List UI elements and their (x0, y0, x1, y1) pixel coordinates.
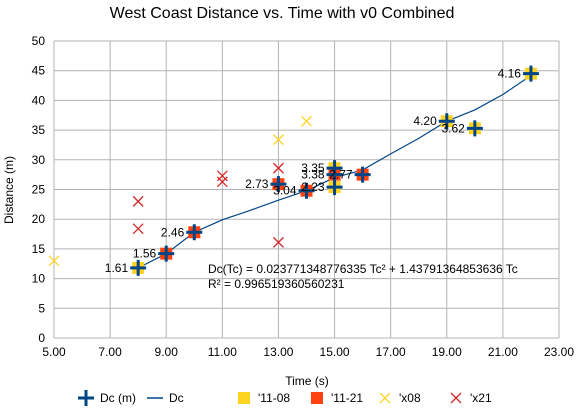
x-tick-label: 23.00 (544, 345, 574, 359)
y-tick-label: 30 (32, 153, 46, 167)
point-label: 4.20 (413, 114, 437, 128)
point-label: 1.61 (105, 261, 129, 275)
tick-labels: 0 5 10 15 20 25 30 35 40 45 50 5.00 7.00 9.00 11.00 13.… (32, 34, 575, 359)
x-tick-label: 19.00 (432, 345, 462, 359)
plus-marker (130, 259, 147, 276)
plus-marker (270, 176, 287, 193)
y-tick-label: 20 (32, 212, 46, 226)
y-tick-label: 40 (32, 93, 46, 107)
legend-label: Dc (m) (100, 391, 136, 405)
trend-equation: Dc(Tc) = 0.023771348776335 Tc² + 1.43791… (208, 262, 518, 291)
legend: Dc (m) Dc '11-08 '11-21 'x08 'x21 (78, 390, 492, 406)
x-marker (272, 162, 284, 174)
x-tick-label: 15.00 (320, 345, 350, 359)
plus-marker (78, 390, 94, 406)
y-tick-label: 45 (32, 64, 46, 78)
plus-marker (466, 120, 483, 137)
plus-marker (158, 245, 175, 262)
point-label: 2.23 (301, 180, 325, 194)
legend-label: Dc (169, 391, 184, 405)
legend-item: 'x08 (379, 391, 421, 405)
plus-marker (326, 166, 343, 183)
chart-title: West Coast Distance vs. Time with v0 Com… (110, 5, 455, 22)
plus-marker (298, 182, 315, 199)
trend-equation-line: Dc(Tc) = 0.023771348776335 Tc² + 1.43791… (208, 262, 518, 276)
legend-item: Dc (m) (78, 390, 136, 406)
x-marker (272, 134, 284, 146)
x-axis-label: Time (s) (285, 374, 329, 388)
square-marker (311, 392, 323, 404)
legend-label: 'x08 (399, 391, 421, 405)
data-markers (48, 65, 539, 276)
x-marker (301, 115, 312, 127)
point-labels: 1.61 1.56 2.46 2.73 3.04 2.23 3.353.38 2.77 4.20… (105, 67, 521, 275)
x-tick-label: 17.00 (376, 345, 406, 359)
x-tick-label: 7.00 (98, 345, 122, 359)
point-label: 3.62 (441, 121, 465, 135)
y-tick-label: 25 (32, 183, 46, 197)
y-tick-label: 5 (38, 301, 45, 315)
legend-item: 'x21 (450, 391, 492, 405)
x-tick-label: 11.00 (208, 345, 237, 359)
y-tick-label: 15 (32, 242, 46, 256)
plus-marker (522, 65, 539, 82)
legend-label: 'x21 (470, 391, 492, 405)
x-marker (216, 176, 228, 188)
r-squared: R² = 0.996519360560231 (208, 277, 345, 291)
series-x21 (132, 162, 284, 248)
legend-item: '11-08 (238, 391, 290, 405)
square-marker (238, 392, 250, 404)
point-label: 2.73 (245, 177, 269, 191)
x-tick-label: 9.00 (155, 345, 179, 359)
x-marker (132, 195, 144, 207)
legend-label: '11-08 (258, 391, 290, 405)
point-label: 3.04 (273, 184, 297, 198)
point-label: 2.77 (329, 168, 353, 182)
series-dc-m (130, 65, 539, 276)
legend-item: Dc (147, 391, 184, 405)
point-label: 3.38 (301, 168, 325, 182)
plus-marker (354, 166, 371, 183)
plus-marker (186, 224, 203, 241)
x-marker (272, 236, 284, 248)
x-marker (379, 392, 391, 404)
series-x08 (48, 115, 312, 267)
x-tick-label: 5.00 (42, 345, 66, 359)
legend-item: '11-21 (311, 391, 363, 405)
plus-marker (438, 113, 455, 130)
x-tick-label: 21.00 (488, 345, 518, 359)
point-label: 2.46 (161, 225, 185, 239)
y-tick-label: 50 (32, 34, 46, 48)
point-label: 3.35 (301, 161, 325, 175)
x-marker (132, 223, 144, 235)
y-tick-label: 0 (38, 331, 45, 345)
y-tick-label: 35 (32, 123, 46, 137)
x-tick-label: 13.00 (263, 345, 293, 359)
x-marker (48, 255, 60, 267)
y-axis-label: Distance (m) (2, 156, 16, 224)
point-label: 1.56 (133, 247, 157, 261)
point-label: 4.16 (498, 67, 522, 81)
legend-label: '11-21 (331, 391, 363, 405)
y-tick-label: 10 (32, 272, 46, 286)
x-marker (450, 392, 462, 404)
